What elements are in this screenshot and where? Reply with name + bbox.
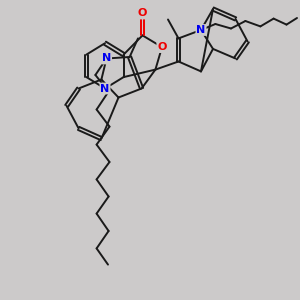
Text: N: N — [100, 83, 109, 94]
Text: N: N — [196, 25, 206, 35]
Text: O: O — [138, 8, 147, 19]
Text: O: O — [157, 42, 167, 52]
Text: N: N — [102, 53, 111, 64]
